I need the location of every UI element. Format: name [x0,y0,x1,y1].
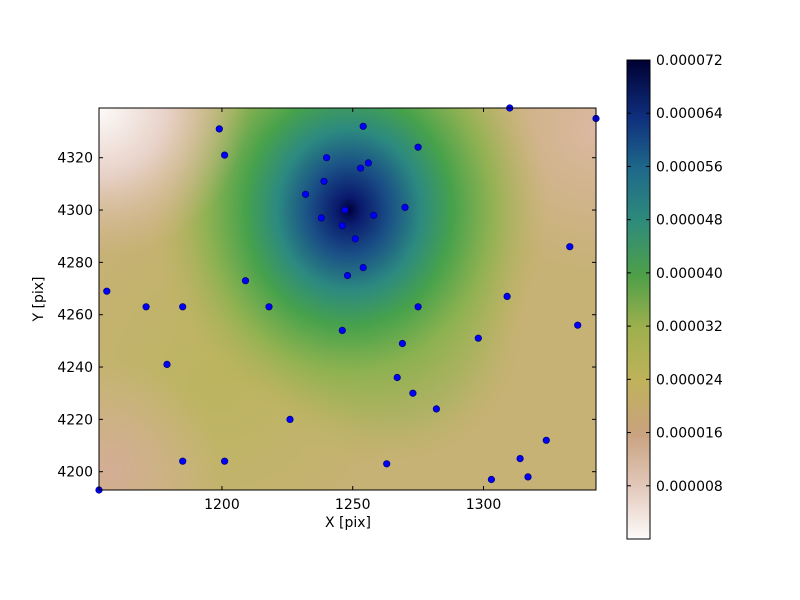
x-axis-label: X [pix] [325,515,371,531]
colorbar-tick-label: 0.000056 [656,159,723,175]
scatter-point [301,190,310,198]
colorbar-gradient-bar [627,60,650,539]
x-tick-label: 1200 [204,497,240,513]
scatter-point [487,475,495,484]
colorbar-tick-label: 0.000016 [656,426,723,442]
scatter-point [370,211,378,219]
scatter-point [474,334,482,342]
scatter-point [503,292,511,300]
scatter-point [383,460,391,468]
scatter-point [343,271,352,280]
scatter-point [359,263,367,272]
y-tick-label: 4320 [57,151,93,167]
scatter-point [566,243,574,251]
scatter-point [414,303,422,311]
colorbar-ticks: 0.000008 0.000016 0.000024 0.000032 0.000040… [627,53,723,495]
scatter-point [286,415,294,423]
scatter-point [221,457,229,465]
scatter-point [317,214,325,222]
scatter-point [142,303,150,311]
scatter-point [414,143,422,151]
y-tick-label: 4260 [57,308,93,324]
y-tick-label: 4300 [57,203,93,219]
scatter-point [163,360,171,368]
scatter-point [179,303,187,311]
heatmap-fade-top-left [99,108,596,490]
scatter-point [215,125,223,133]
heatmap-surface [99,108,596,490]
scatter-point [516,454,524,463]
colorbar-tick-label: 0.000048 [656,213,723,229]
scatter-point [364,159,372,167]
scatter-point [103,287,111,295]
scatter-point [322,154,331,162]
scatter-point [221,151,229,159]
plot-frame [98,107,597,491]
y-tick-label: 4240 [57,360,93,376]
scatter-point [341,206,349,214]
colorbar-tick-label: 0.000040 [656,266,723,282]
scatter-points [95,104,600,494]
colorbar: 0.000008 0.000016 0.000024 0.000032 0.000040… [626,53,723,540]
scatter-point [320,177,328,185]
scatter-point [401,203,409,211]
x-tick-label: 1300 [466,497,502,513]
colorbar-tick-label: 0.000032 [656,319,723,335]
y-axis: 4200 4220 4240 4260 4280 4300 4320 [57,151,596,481]
colorbar-frame [626,59,651,540]
scatter-point [265,303,273,311]
scatter-point [393,373,401,382]
colorbar-tick-label: 0.000072 [656,53,723,69]
y-tick-label: 4220 [57,412,93,428]
colorbar-tick-label: 0.000064 [656,106,723,122]
scatter-point [241,277,250,285]
colorbar-tick-label: 0.000008 [656,479,723,495]
scatter-point [574,321,582,329]
colorbar-tick-label: 0.000024 [656,372,723,388]
x-tick-label: 1250 [335,497,371,513]
scatter-point [338,222,346,230]
scatter-point [398,339,406,348]
scatter-point [432,405,440,413]
scatter-point [524,473,532,481]
scatter-point [409,389,417,397]
scatter-point [338,326,346,334]
scatter-point [359,122,367,130]
scatter-point [542,436,550,444]
y-axis-label: Y [pix] [31,277,47,323]
scatter-point [351,235,359,243]
x-axis: 1200 1250 1300 [204,108,501,513]
y-tick-label: 4280 [57,255,93,271]
scatter-point [179,457,187,465]
scatter-point [356,164,365,172]
y-tick-label: 4200 [57,465,93,481]
